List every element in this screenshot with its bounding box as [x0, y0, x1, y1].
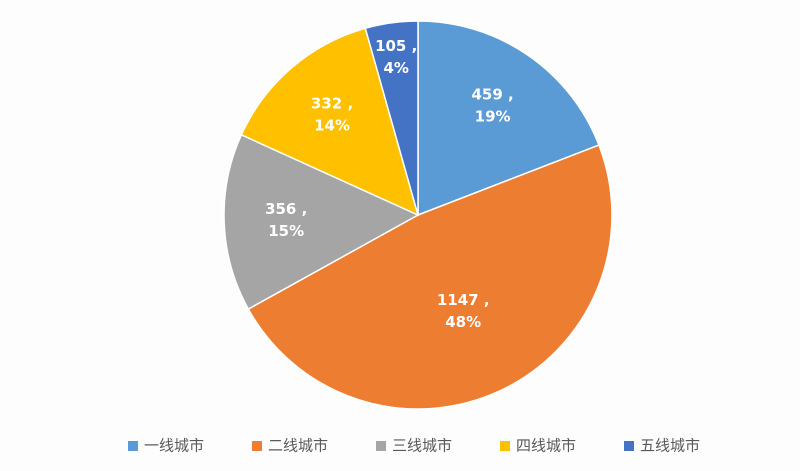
data-label: 48% [445, 313, 481, 331]
pie-slice [417, 20, 600, 217]
data-label: 356 , [265, 200, 307, 218]
data-label: 459 , [471, 86, 513, 104]
legend-swatch [500, 441, 510, 451]
pie-slice [364, 20, 419, 216]
data-label: 19% [475, 108, 511, 126]
data-label: 4% [383, 59, 408, 77]
legend-swatch [376, 441, 386, 451]
pie-slice [247, 144, 613, 410]
legend-label: 一线城市 [144, 437, 204, 455]
legend-label: 二线城市 [268, 437, 328, 455]
data-label: 105 , [375, 37, 417, 55]
pie-slice [223, 133, 420, 311]
data-label: 15% [268, 222, 304, 240]
legend-label: 四线城市 [516, 437, 576, 455]
legend-label: 五线城市 [640, 437, 700, 455]
legend-swatch [128, 441, 138, 451]
legend-swatch [624, 441, 634, 451]
data-label: 14% [314, 116, 350, 134]
legend-swatch [252, 441, 262, 451]
pie-slice [240, 27, 420, 217]
legend-label: 三线城市 [392, 437, 452, 455]
data-label: 1147 , [437, 291, 490, 309]
data-label: 332 , [311, 94, 353, 112]
